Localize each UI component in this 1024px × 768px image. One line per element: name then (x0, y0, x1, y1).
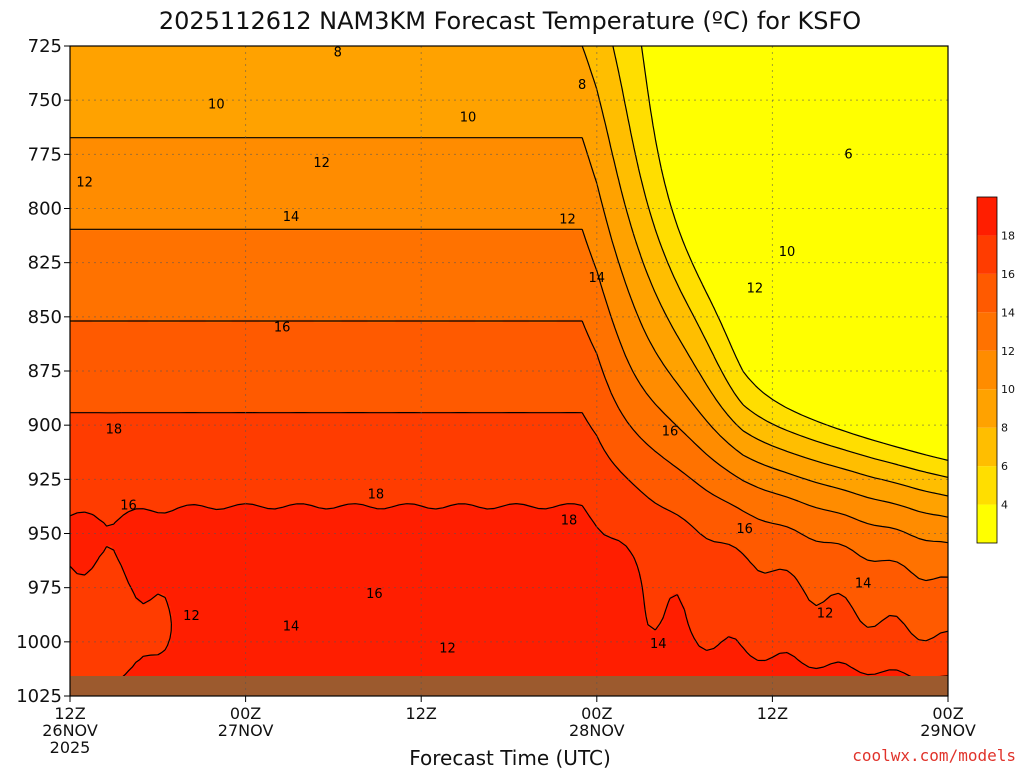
contour-label: 8 (334, 46, 342, 61)
contour-label: 18 (106, 423, 123, 438)
contour-label: 6 (844, 147, 852, 162)
y-tick-label: 725 (28, 36, 62, 57)
contour-label: 14 (855, 576, 872, 591)
y-tick-label: 800 (28, 199, 62, 220)
contour-16 (70, 412, 948, 642)
y-tick-label: 975 (28, 578, 62, 599)
y-tick-label: 825 (28, 253, 62, 274)
y-tick-label: 1000 (16, 632, 62, 653)
contour-label: 14 (283, 210, 300, 225)
y-tick-label: 925 (28, 469, 62, 490)
x-tick-label: 12Z (406, 704, 437, 723)
legend-swatch (977, 235, 997, 274)
legend-tick-label: 12 (1001, 345, 1015, 358)
contour-label: 16 (120, 498, 137, 513)
contour-label: 12 (817, 607, 834, 622)
contour-label: 14 (589, 271, 606, 286)
y-tick-label: 1025 (16, 686, 62, 707)
legend-swatch (977, 389, 997, 428)
contour-label: 18 (561, 514, 578, 529)
contour-label: 16 (736, 522, 753, 537)
contour-label: 10 (779, 245, 796, 260)
grid-lines (70, 46, 948, 696)
x-tick-label: 00Z (932, 704, 963, 723)
legend-tick-label: 10 (1001, 383, 1015, 396)
y-tick-label: 950 (28, 524, 62, 545)
x-tick-label: 26NOV (42, 721, 98, 740)
contour-18 (70, 503, 948, 685)
x-tick-label: 12Z (757, 704, 788, 723)
y-tick-label: 775 (28, 144, 62, 165)
legend-swatch (977, 504, 997, 543)
x-axis-label: Forecast Time (UTC) (409, 746, 611, 768)
contour-lines (70, 46, 948, 685)
legend-swatch (977, 350, 997, 390)
credit-text[interactable]: coolwx.com/models (852, 746, 1016, 765)
contour-label: 16 (274, 321, 291, 336)
y-axis: 725 750 775 800 825 850 875 900 925 950 975 1000 102… (16, 36, 70, 707)
y-tick-label: 850 (28, 307, 62, 328)
contour-10 (70, 137, 948, 518)
contour-label: 10 (208, 98, 225, 113)
legend-tick-label: 4 (1001, 499, 1008, 512)
contour-label: 12 (183, 609, 200, 624)
contour-14 (70, 320, 948, 582)
contour-label: 12 (559, 212, 576, 227)
contour-labels: 8 8 6 10 10 10 12 12 12 12 12 12 12 14 14 14 14 14 16 16 16 1… (76, 46, 872, 657)
contour-label: 12 (747, 282, 764, 297)
x-tick-label: 2025 (50, 738, 91, 757)
y-tick-label: 875 (28, 361, 62, 382)
x-tick-label: 00Z (230, 704, 261, 723)
legend-tick-label: 8 (1001, 422, 1008, 435)
legend-swatch (977, 466, 997, 505)
contour-label: 12 (439, 641, 456, 656)
legend-swatch (977, 427, 997, 467)
contour-label: 12 (313, 156, 330, 171)
contour-label: 8 (578, 78, 586, 93)
legend-swatch (977, 197, 997, 236)
legend-swatch (977, 312, 997, 351)
ground-surface (70, 676, 948, 696)
contour-label: 10 (460, 111, 477, 126)
contour-6 (612, 46, 948, 478)
x-tick-label: 28NOV (569, 721, 625, 740)
contour-label: 16 (366, 587, 383, 602)
legend-swatch (977, 273, 997, 313)
contour-label: 16 (662, 425, 679, 440)
legend-frame (976, 196, 998, 544)
legend-tick-label: 6 (1001, 460, 1008, 473)
x-tick-label: 29NOV (920, 721, 976, 740)
legend-tick-label: 16 (1001, 268, 1015, 281)
x-tick-label: 00Z (581, 704, 612, 723)
y-tick-label: 900 (28, 415, 62, 436)
contour-label: 18 (368, 488, 385, 503)
chart-title: 2025112612 NAM3KM Forecast Temperature (… (159, 7, 861, 35)
contour-12 (70, 228, 948, 544)
y-tick-label: 750 (28, 90, 62, 111)
contour-label: 14 (650, 637, 667, 652)
legend-tick-label: 18 (1001, 229, 1015, 242)
contour-label: 12 (76, 176, 93, 191)
color-legend: 4 6 8 10 12 14 16 18 (976, 196, 1015, 544)
x-tick-label: 12Z (54, 704, 85, 723)
legend-tick-label: 14 (1001, 306, 1015, 319)
contour-label: 14 (283, 620, 300, 635)
x-tick-label: 27NOV (218, 721, 274, 740)
